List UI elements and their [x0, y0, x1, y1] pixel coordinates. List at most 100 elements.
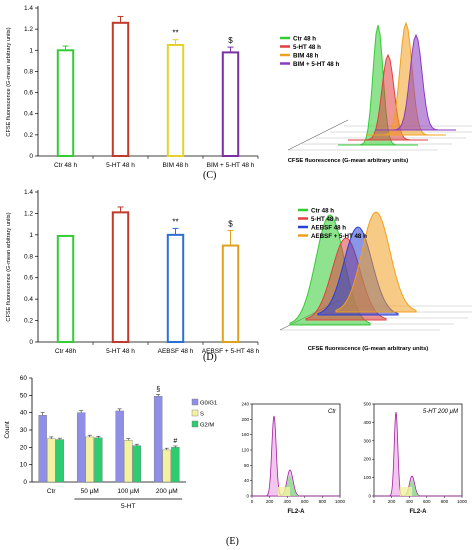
y-axis-label: CFSE fluorescence (G-mean arbitrary unit… — [6, 212, 12, 321]
bar-g0-g1-100-m — [115, 410, 124, 483]
y-tick-label: 0.6 — [24, 275, 33, 282]
x-tick-label: 600 — [423, 499, 431, 504]
y-tick-label: 0 — [29, 339, 33, 346]
s-phase-area — [400, 487, 412, 496]
x-tick-label: Ctr — [47, 488, 57, 495]
significance-marker: ** — [172, 29, 178, 38]
x-tick-label: 100 µM — [117, 488, 139, 495]
legend-swatch — [191, 409, 199, 417]
bar-g2-m-ctr — [55, 439, 65, 483]
x-axis-label: CFSE fluorescence (G-mean arbitrary unit… — [308, 346, 429, 352]
y-tick-label: 60 — [20, 375, 28, 382]
y-tick-label: 0.6 — [24, 90, 33, 97]
x-tick-label: 200 µM — [156, 488, 178, 495]
bar-s-50-m — [85, 436, 94, 483]
legend-item: BIM 48 h — [293, 53, 319, 60]
flow-histogram-5ht: 0 100 200 300 400 500 0 200 400 600 800 1000 5-HT 20… — [363, 402, 468, 516]
y-tick-label: 0 — [368, 494, 371, 499]
bar-s-100-m — [124, 440, 133, 483]
x-tick-label: Ctr 48h — [55, 348, 77, 355]
histogram-title: Ctr — [328, 409, 337, 415]
y-tick-label: 1.2 — [24, 210, 33, 217]
y-tick-label: 50 — [20, 392, 28, 399]
y-tick-label: 40 — [20, 410, 28, 417]
flow-histogram-ctr: 0 40 80 120 160 200 240 0 200 400 600 800 1000 Ctr FL2… — [241, 402, 345, 516]
y-tick-label: 1 — [29, 232, 33, 239]
x-tick-label: 5-HT 48 h — [106, 348, 135, 355]
bar-chart-c: CFSE fluorescence (G-mean arbitrary unit… — [6, 5, 259, 169]
histogram-stack — [287, 21, 472, 151]
y-tick-label: 1.2 — [24, 26, 33, 33]
bar-5-ht-48-h — [111, 21, 130, 157]
significance-marker: § — [156, 386, 160, 393]
panel-label-c: (C) — [203, 170, 217, 181]
bar-g0-g1-50-m — [76, 412, 86, 483]
cell-cycle-bar-chart-e: Count 0 10 20 30 40 50 60 Ctr 50 µM 100 µM § #200 µM… — [4, 375, 217, 510]
plot-frame — [373, 403, 463, 497]
bar-g0-g1-ctr — [38, 415, 47, 483]
dna-content-histogram — [374, 411, 462, 497]
panel-label-e: (E) — [226, 536, 239, 547]
legend-item: G0/G1 — [200, 401, 217, 407]
bar-g2-m-50-m — [94, 437, 103, 483]
group-label: 5-HT — [121, 503, 135, 510]
bar-g0-g1-200-m — [153, 396, 163, 483]
histogram-stack — [279, 211, 472, 331]
bar-g2-m-100-m — [132, 445, 142, 483]
histogram-peak-5-ht-48-h — [348, 53, 428, 141]
significance-marker: # — [173, 438, 177, 445]
legend-swatch — [191, 398, 199, 406]
x-axis-label: FL2-A — [410, 509, 428, 515]
y-tick-label: 0.8 — [24, 68, 33, 75]
g2m-peak — [280, 475, 300, 496]
y-tick-label: 1.4 — [24, 189, 33, 196]
legend-item: Ctr 48 h — [293, 36, 316, 43]
bar-ctr-48h — [56, 234, 75, 343]
bar-g2-m-200-m — [171, 447, 180, 483]
y-tick-label: 120 — [241, 448, 249, 453]
x-tick-label: AEBSF + 5-HT 48 h — [202, 348, 260, 355]
y-tick-label: 1 — [29, 47, 33, 54]
y-tick-label: 0.2 — [24, 132, 33, 139]
legend-item: AEBSF 48 h — [311, 225, 346, 232]
y-tick-label: 200 — [363, 457, 371, 462]
bar-aebsf-48-h — [166, 233, 185, 344]
significance-marker: $ — [228, 36, 233, 45]
x-tick-label: BIM 48 h — [162, 162, 188, 169]
y-tick-label: 160 — [241, 432, 249, 437]
y-tick-label: 100 — [363, 475, 371, 480]
bar-ctr-48-h — [56, 49, 75, 157]
y-tick-label: 80 — [244, 463, 250, 468]
y-tick-label: 0.2 — [24, 318, 33, 325]
y-tick-label: 300 — [363, 438, 371, 443]
y-tick-label: 20 — [20, 444, 28, 451]
x-tick-label: 400 — [283, 499, 291, 504]
bar-chart-d: CFSE fluorescence (G-mean arbitrary unit… — [6, 189, 260, 355]
significance-marker: ** — [172, 217, 178, 226]
x-tick-label: 5-HT 48 h — [106, 162, 135, 169]
y-tick-label: 240 — [241, 402, 249, 407]
x-tick-label: 400 — [405, 499, 413, 504]
histogram-peak-aebsf-5-ht-48-h — [335, 211, 417, 313]
x-axis-label: CFSE fluorescence (G-mean arbitrary unit… — [288, 158, 409, 164]
y-tick-label: 0.4 — [24, 296, 33, 303]
x-tick-label: 1000 — [457, 499, 468, 504]
depth-axis — [287, 119, 349, 151]
y-tick-label: 200 — [241, 417, 249, 422]
plot-frame — [251, 403, 341, 497]
bar-aebsf-5-ht-48-h — [221, 244, 240, 343]
y-tick-label: 0 — [29, 153, 33, 160]
panel-label-d: (D) — [203, 352, 217, 363]
bar-5-ht-48-h — [111, 211, 130, 343]
y-tick-label: 0 — [246, 494, 249, 499]
y-tick-label: 500 — [363, 402, 371, 407]
x-axis-label: FL2-A — [288, 509, 306, 515]
x-tick-label: 800 — [319, 499, 327, 504]
bar-bim-48-h — [166, 44, 185, 157]
legend-item: Ctr 48 h — [311, 208, 334, 215]
legend-item: 5-HT 48 h — [293, 44, 321, 51]
histogram-title: 5-HT 200 µM — [423, 409, 458, 415]
bar-bim-5-ht-48-h — [221, 51, 240, 157]
